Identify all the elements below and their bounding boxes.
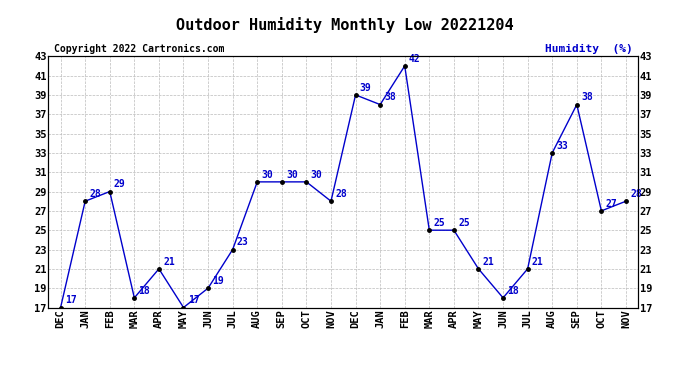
Text: 29: 29 xyxy=(114,179,126,189)
Text: 39: 39 xyxy=(359,83,371,93)
Text: 25: 25 xyxy=(433,218,445,228)
Text: 30: 30 xyxy=(262,170,273,180)
Text: 23: 23 xyxy=(237,237,248,248)
Text: 17: 17 xyxy=(188,296,199,305)
Text: Copyright 2022 Cartronics.com: Copyright 2022 Cartronics.com xyxy=(55,44,224,54)
Text: 33: 33 xyxy=(556,141,568,151)
Text: 19: 19 xyxy=(213,276,224,286)
Text: 27: 27 xyxy=(606,199,618,209)
Text: 28: 28 xyxy=(335,189,347,199)
Text: 25: 25 xyxy=(458,218,470,228)
Text: 30: 30 xyxy=(286,170,298,180)
Text: 17: 17 xyxy=(65,296,77,305)
Text: 18: 18 xyxy=(507,286,519,296)
Text: 18: 18 xyxy=(139,286,150,296)
Text: 21: 21 xyxy=(482,256,495,267)
Text: Outdoor Humidity Monthly Low 20221204: Outdoor Humidity Monthly Low 20221204 xyxy=(176,17,514,33)
Text: Humidity  (%): Humidity (%) xyxy=(544,44,632,54)
Text: 38: 38 xyxy=(384,92,396,102)
Text: 42: 42 xyxy=(409,54,421,64)
Text: 28: 28 xyxy=(89,189,101,199)
Text: 38: 38 xyxy=(581,92,593,102)
Text: 21: 21 xyxy=(532,256,544,267)
Text: 21: 21 xyxy=(163,256,175,267)
Text: 28: 28 xyxy=(630,189,642,199)
Text: 30: 30 xyxy=(310,170,322,180)
